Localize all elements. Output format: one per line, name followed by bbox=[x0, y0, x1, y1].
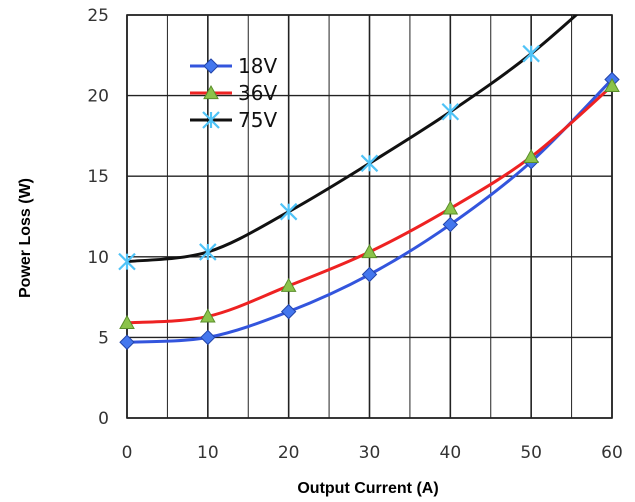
data-point-75v bbox=[360, 154, 379, 173]
y-tick-label: 15 bbox=[87, 167, 109, 187]
data-point-18v bbox=[280, 303, 297, 320]
data-point-75v bbox=[279, 202, 298, 221]
x-tick-label: 0 bbox=[122, 443, 133, 463]
legend-marker-18v bbox=[203, 58, 219, 74]
tick-labels: 0 5 10 15 20 25 0 10 20 30 40 50 60 bbox=[87, 6, 622, 463]
y-tick-label: 5 bbox=[98, 328, 109, 348]
x-tick-label: 10 bbox=[197, 443, 219, 463]
x-tick-label: 20 bbox=[278, 443, 300, 463]
legend-label-18v: 18V bbox=[238, 54, 277, 78]
series-markers bbox=[118, 44, 620, 350]
data-point-36v bbox=[442, 200, 459, 215]
y-tick-label: 20 bbox=[87, 87, 109, 107]
legend-label-75v: 75V bbox=[238, 108, 277, 132]
x-axis-title: Output Current (A) bbox=[297, 480, 438, 497]
legend-marker-75v bbox=[202, 111, 220, 129]
data-point-36v bbox=[119, 314, 135, 329]
data-point-36v bbox=[361, 243, 378, 259]
data-point-18v bbox=[442, 216, 459, 233]
data-point-75v bbox=[441, 102, 460, 121]
x-tick-label: 60 bbox=[601, 443, 623, 463]
y-tick-label: 25 bbox=[87, 6, 109, 26]
x-tick-label: 40 bbox=[440, 443, 462, 463]
data-point-18v bbox=[119, 334, 135, 350]
data-point-36v bbox=[199, 308, 216, 323]
plot-frame bbox=[126, 14, 613, 419]
legend-label-36v: 36V bbox=[238, 81, 277, 105]
data-point-75v bbox=[199, 243, 217, 261]
data-point-36v bbox=[523, 148, 540, 163]
data-point-36v bbox=[280, 277, 297, 292]
data-point-36v bbox=[604, 77, 620, 93]
data-point-18v bbox=[200, 329, 216, 346]
y-tick-label: 10 bbox=[87, 248, 109, 268]
data-point-75v bbox=[118, 252, 136, 271]
x-tick-label: 30 bbox=[359, 443, 381, 463]
legend: 18V 36V 75V bbox=[190, 54, 277, 132]
x-tick-label: 50 bbox=[520, 443, 542, 463]
y-axis-title: Power Loss (W) bbox=[17, 178, 34, 298]
legend-marker-36v bbox=[203, 84, 219, 100]
grid bbox=[126, 14, 613, 419]
y-tick-label: 0 bbox=[98, 409, 109, 429]
data-point-18v bbox=[361, 266, 378, 283]
data-point-75v bbox=[522, 44, 540, 63]
